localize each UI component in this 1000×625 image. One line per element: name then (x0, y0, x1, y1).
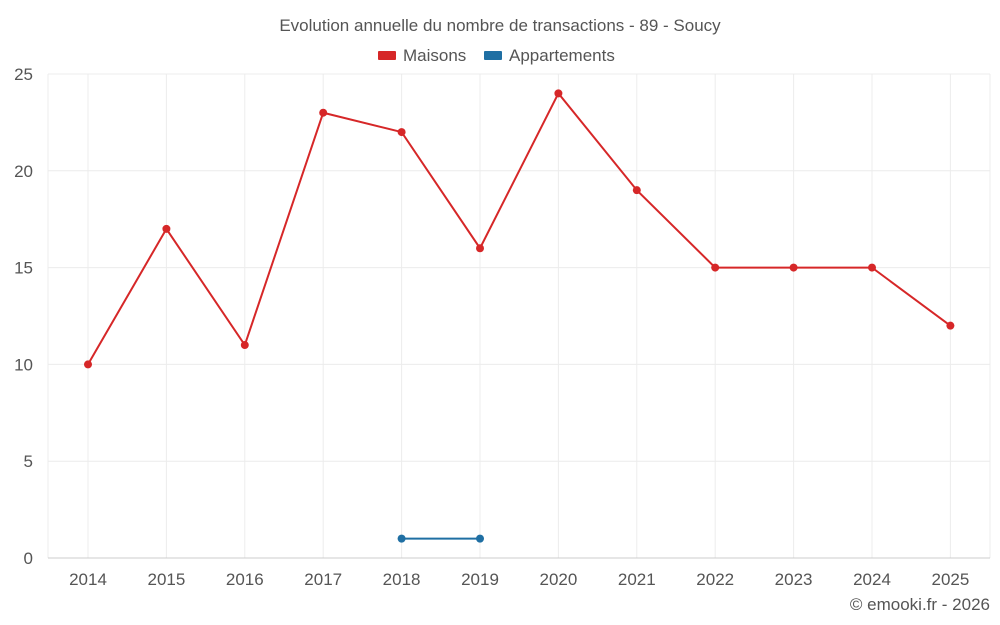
gridlines (47, 73, 991, 559)
x-tick-label: 2014 (69, 570, 107, 589)
y-tick-label: 5 (24, 452, 33, 471)
x-axis-ticks: 2014 2015 2016 2017 2018 2019 2020 2021 2022 2023… (69, 570, 969, 589)
data-point-maisons (162, 224, 171, 233)
legend-label-appartements: Appartements (509, 46, 615, 65)
x-tick-label: 2018 (383, 570, 421, 589)
data-point-appartements (397, 534, 406, 543)
data-point-maisons (868, 263, 876, 272)
legend-label-maisons: Maisons (403, 46, 466, 65)
x-tick-label: 2017 (304, 570, 342, 589)
y-tick-label: 10 (14, 355, 33, 374)
x-tick-label: 2015 (147, 570, 185, 589)
data-point-maisons (632, 186, 641, 195)
data-point-maisons (84, 360, 92, 369)
x-tick-label: 2021 (618, 570, 656, 589)
data-point-maisons (319, 108, 328, 117)
x-tick-label: 2024 (853, 570, 891, 589)
data-point-maisons (946, 321, 955, 330)
x-tick-label: 2023 (775, 570, 813, 589)
data-point-maisons (397, 128, 406, 137)
series-appartements (397, 534, 484, 543)
y-tick-label: 15 (14, 259, 33, 278)
y-tick-label: 0 (24, 549, 33, 568)
data-point-maisons (240, 341, 249, 350)
x-tick-label: 2022 (696, 570, 734, 589)
series-line-maisons (87, 91, 951, 365)
data-point-appartements (476, 534, 484, 543)
legend-swatch-appartements (484, 51, 502, 60)
y-tick-label: 20 (14, 162, 33, 181)
y-tick-label: 25 (14, 65, 33, 84)
credit-text: © emooki.fr - 2026 (850, 595, 990, 614)
data-point-maisons (554, 89, 563, 98)
x-tick-label: 2019 (461, 570, 499, 589)
chart-title: Evolution annuelle du nombre de transact… (279, 16, 721, 35)
data-point-maisons (476, 244, 484, 253)
legend: Maisons Appartements (378, 46, 615, 65)
x-tick-label: 2016 (226, 570, 264, 589)
series-maisons (84, 89, 955, 369)
data-point-maisons (711, 263, 720, 272)
data-series (84, 89, 955, 543)
data-point-maisons (789, 263, 798, 272)
x-tick-label: 2025 (931, 570, 969, 589)
y-axis-ticks: 0 5 10 15 20 25 (14, 65, 33, 568)
legend-swatch-maisons (378, 51, 396, 60)
x-tick-label: 2020 (539, 570, 577, 589)
